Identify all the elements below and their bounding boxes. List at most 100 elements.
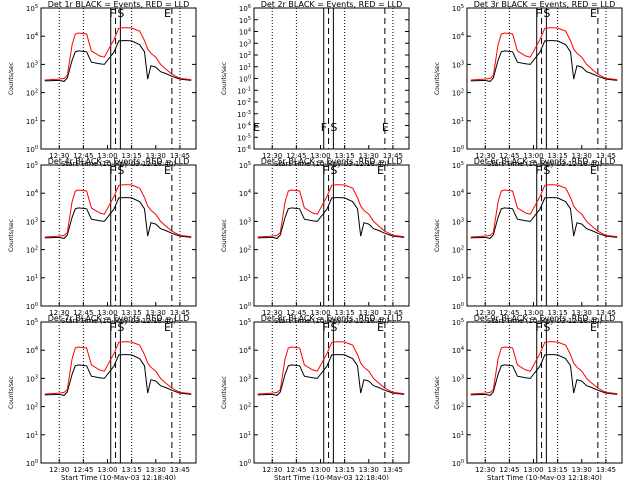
y-tick-label: 105 <box>239 161 251 170</box>
y-tick-label: 104 <box>239 189 251 198</box>
y-tick-label: 105 <box>452 161 464 170</box>
x-tick-label: 13:30 <box>146 152 166 160</box>
plot-frame <box>466 321 623 464</box>
plot-frame <box>253 321 410 464</box>
y-tick-label: 104 <box>452 346 464 355</box>
lld-series-line <box>44 341 192 395</box>
y-tick-label: 105 <box>239 318 251 327</box>
x-tick-label: 13:15 <box>335 152 355 160</box>
y-tick-label: 100 <box>452 459 464 468</box>
events-series-line <box>44 197 192 239</box>
y-tick-label: 103 <box>239 374 251 383</box>
x-tick-label: 13:00 <box>310 309 330 317</box>
panel-title: Det 3r BLACK = Events, RED = LLD <box>474 0 616 9</box>
y-axis-label: Counts/sec <box>8 219 15 252</box>
x-tick-label: 13:15 <box>548 309 568 317</box>
y-tick-label: 105 <box>452 318 464 327</box>
y-tick-label: 102 <box>452 246 464 255</box>
y-tick-label: 103 <box>26 217 38 226</box>
y-tick-label: 102 <box>452 403 464 412</box>
phase-marker-label: E <box>164 321 171 334</box>
panel-title: Det 5r BLACK = Events, RED = LLD <box>261 157 403 166</box>
y-tick-label: 100 <box>26 145 38 154</box>
x-tick-label: 12:45 <box>499 466 519 474</box>
x-tick-label: 12:30 <box>49 466 69 474</box>
x-tick-label: 13:30 <box>359 309 379 317</box>
phase-marker-label: F <box>322 321 328 334</box>
phase-marker-label: F <box>109 164 115 177</box>
y-tick-label: 104 <box>239 346 251 355</box>
phase-marker-label: E <box>164 164 171 177</box>
y-tick-label: 102 <box>239 246 251 255</box>
lld-series-line <box>470 341 618 395</box>
y-tick-label: 100 <box>26 302 38 311</box>
x-tick-label: 13:45 <box>596 466 616 474</box>
x-tick-label: 13:45 <box>170 466 190 474</box>
y-tick-label: 101 <box>26 431 38 440</box>
y-tick-label: 101 <box>239 274 251 283</box>
events-series-line <box>44 40 192 82</box>
y-tick-label: 103 <box>26 60 38 69</box>
x-tick-label: 13:30 <box>572 466 592 474</box>
x-tick-label: 13:00 <box>523 309 543 317</box>
phase-marker-label: F <box>535 164 541 177</box>
phase-marker-label: E <box>164 7 171 20</box>
x-tick-label: 12:45 <box>499 309 519 317</box>
x-tick-label: 12:30 <box>49 309 69 317</box>
x-tick-label: 13:00 <box>97 466 117 474</box>
x-axis-label: Start Time (10-May-03 12:18:40) <box>487 474 602 480</box>
y-axis-label: Counts/sec <box>434 62 441 95</box>
phase-marker-label: E <box>590 321 597 334</box>
x-tick-label: 13:45 <box>383 466 403 474</box>
y-tick-label: 10-5 <box>237 133 251 142</box>
phase-marker-label: F <box>535 321 541 334</box>
y-tick-label: 102 <box>26 403 38 412</box>
x-axis-label: Start Time (10-May-03 12:18:40) <box>61 317 176 325</box>
x-tick-label: 13:45 <box>170 309 190 317</box>
y-tick-label: 102 <box>239 403 251 412</box>
x-tick-label: 13:00 <box>97 152 117 160</box>
y-axis-label: Counts/sec <box>434 219 441 252</box>
y-tick-label: 105 <box>26 161 38 170</box>
panel-title: Det 9r BLACK = Events, RED = LLD <box>474 314 616 323</box>
phase-marker-label: E <box>377 164 384 177</box>
x-tick-label: 13:00 <box>97 309 117 317</box>
phase-marker-label: S <box>543 7 550 20</box>
x-tick-label: 13:15 <box>122 466 142 474</box>
y-tick-label: 102 <box>239 51 251 60</box>
y-tick-label: 105 <box>239 16 251 25</box>
y-tick-label: 104 <box>26 32 38 41</box>
y-tick-label: 102 <box>26 246 38 255</box>
events-series-line <box>470 354 618 396</box>
phase-marker-label: F <box>535 7 541 20</box>
lld-series-line <box>44 184 192 238</box>
y-tick-label: 104 <box>26 346 38 355</box>
y-axis-label: Counts/sec <box>221 376 228 409</box>
x-tick-label: 12:30 <box>475 152 495 160</box>
panel-title: Det 6r BLACK = Events, RED = LLD <box>474 157 616 166</box>
y-tick-label: 10-3 <box>237 110 251 119</box>
x-axis-label: Start Time (10-May-03 12:18:40) <box>274 160 389 168</box>
phase-marker-label: E <box>590 164 597 177</box>
phase-marker-label: F <box>109 7 115 20</box>
y-tick-label: 103 <box>239 217 251 226</box>
x-tick-label: 12:45 <box>286 152 306 160</box>
x-axis-label: Start Time (10-May-03 12:18:40) <box>61 474 176 480</box>
y-tick-label: 10-6 <box>237 145 251 154</box>
x-axis-label: Start Time (10-May-03 12:18:40) <box>487 160 602 168</box>
events-series-line <box>470 197 618 239</box>
y-tick-label: 10-1 <box>237 86 251 95</box>
phase-marker-label: S <box>117 7 124 20</box>
y-axis-label: Counts/sec <box>434 376 441 409</box>
x-tick-label: 13:15 <box>548 466 568 474</box>
lld-series-line <box>470 27 618 81</box>
x-axis-label: Start Time (10-May-03 12:18:40) <box>487 317 602 325</box>
x-tick-label: 12:45 <box>499 152 519 160</box>
lld-series-line <box>257 184 405 238</box>
lld-series-line <box>44 27 192 81</box>
plot-frame <box>40 7 197 150</box>
